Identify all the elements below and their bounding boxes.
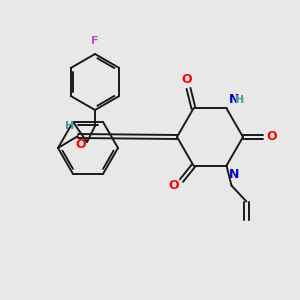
- Text: N: N: [229, 93, 239, 106]
- Text: H: H: [65, 121, 75, 131]
- Text: H: H: [235, 95, 244, 105]
- Text: N: N: [229, 168, 239, 181]
- Text: F: F: [91, 36, 99, 46]
- Text: O: O: [76, 139, 86, 152]
- Text: O: O: [168, 179, 179, 192]
- Text: O: O: [181, 73, 192, 86]
- Text: O: O: [267, 130, 277, 143]
